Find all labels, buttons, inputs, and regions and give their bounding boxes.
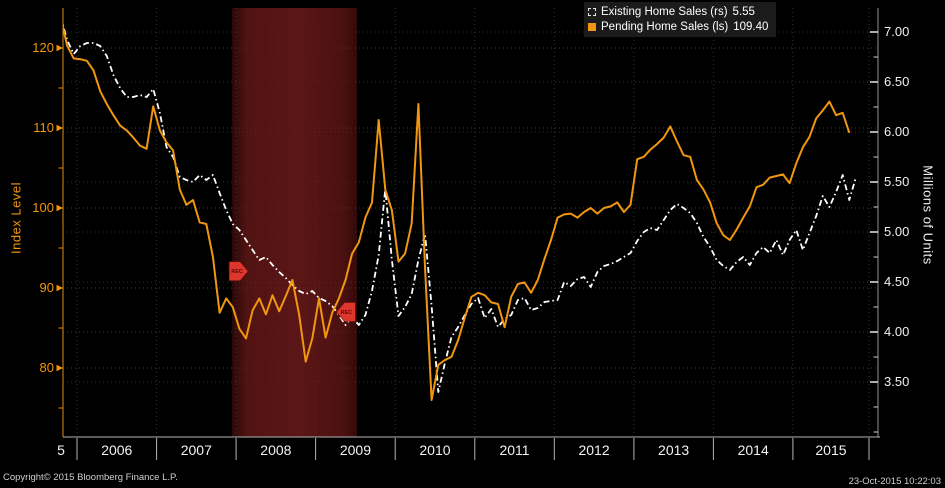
right-axis-tick-label: 6.00 [884,124,910,139]
x-axis-year-label: 5 [57,442,65,458]
x-axis-year-label: 2007 [180,442,212,458]
recession-event-marker[interactable]: REC [228,261,249,282]
pending-series-marker-icon [588,22,596,31]
right-axis-tick-label: 4.50 [884,274,910,289]
right-axis-tick-label: 3.50 [884,374,910,389]
left-axis-title: Index Level [8,182,24,254]
existing-series-marker-icon [588,7,596,16]
existing-home-sales-line [63,21,857,393]
copyright-text: Copyright© 2015 Bloomberg Finance L.P. [3,472,178,483]
right-axis-tick-label: 7.00 [884,24,910,39]
left-axis-tick-label: 80 [39,360,54,375]
x-axis-year-label: 2014 [737,442,769,458]
left-axis-tick-label: 90 [39,280,54,295]
x-axis-year-label: 2006 [101,442,133,458]
timestamp-text: 23-Oct-2015 10:22:03 [848,476,941,487]
left-axis-tick-label: 120 [32,40,54,55]
right-axis-tick-label: 5.00 [884,224,910,239]
x-axis-year-label: 2011 [499,442,530,458]
pending-home-sales-line [63,22,851,401]
legend: Existing Home Sales (rs) 5.55 Pending Ho… [584,2,777,37]
left-axis-tick-label: 110 [33,120,54,135]
legend-item-pending-home-sales[interactable]: Pending Home Sales (ls) 109.40 [588,19,768,34]
right-axis-tick-label: 4.00 [884,324,910,339]
legend-last-value: 5.55 [732,5,755,18]
x-axis-year-label: 2009 [339,442,371,458]
legend-label: Existing Home Sales (rs) [601,5,728,18]
x-axis-year-label: 2008 [260,442,292,458]
recession-shading [232,8,357,437]
axes [56,8,880,460]
right-axis-tick-label: 5.50 [884,174,910,189]
left-axis-tick-label: 100 [32,200,54,215]
right-axis-tick-label: 6.50 [884,74,910,89]
svg-text:REC: REC [341,310,353,316]
x-axis-year-label: 2013 [658,442,690,458]
gridlines [63,8,878,437]
legend-label: Pending Home Sales (ls) [601,20,729,33]
recession-event-marker[interactable]: REC [336,302,356,322]
legend-last-value: 109.40 [733,20,769,33]
x-axis-year-label: 2015 [815,442,847,458]
x-axis-year-label: 2010 [419,442,451,458]
svg-text:REC: REC [231,269,243,275]
right-axis-title: Millions of Units [920,165,936,265]
legend-item-existing-home-sales[interactable]: Existing Home Sales (rs) 5.55 [588,4,768,19]
x-axis-year-label: 2012 [578,442,610,458]
